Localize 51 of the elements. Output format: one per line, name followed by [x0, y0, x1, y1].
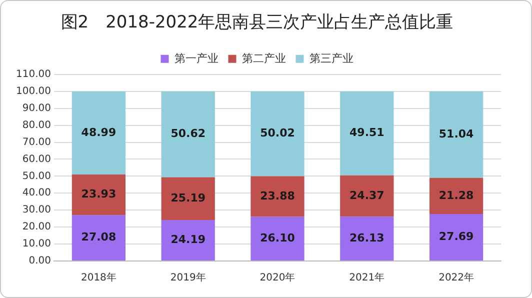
data-label: 21.28	[438, 188, 474, 202]
data-label: 51.04	[438, 127, 474, 140]
x-tick-label: 2022年	[438, 272, 474, 284]
data-label: 27.69	[438, 230, 474, 244]
x-tick-label: 2018年	[80, 272, 116, 284]
y-tick-label: 40.00	[22, 188, 51, 199]
y-tick-label: 20.00	[22, 222, 51, 233]
y-tick-label: 30.00	[22, 204, 51, 216]
y-tick-label: 60.00	[22, 154, 51, 165]
bar	[250, 176, 304, 217]
bar	[429, 214, 484, 260]
data-label: 26.10	[260, 231, 296, 244]
y-tick-label: 50.00	[22, 170, 51, 182]
chart-title: 图2 2018-2022年思南县三次产业占生产总值比重	[60, 12, 454, 33]
bar	[340, 175, 394, 217]
bar	[161, 177, 215, 220]
legend-label: 第一产业	[174, 52, 218, 65]
bar	[429, 91, 484, 178]
bar	[161, 220, 215, 260]
bar	[72, 215, 126, 260]
y-tick-label: 10.00	[22, 238, 51, 250]
data-label: 23.88	[260, 189, 295, 202]
x-tick-label: 2021年	[349, 272, 385, 284]
data-label: 27.08	[81, 230, 116, 244]
data-label: 25.19	[170, 191, 206, 204]
bar	[161, 91, 215, 178]
y-tick-label: 110.00	[16, 68, 51, 80]
y-tick-label: 70.00	[22, 136, 51, 148]
bar	[72, 174, 126, 216]
y-tick-label: 90.00	[22, 102, 51, 114]
x-tick-label: 2019年	[170, 272, 206, 284]
x-tick-label: 2020年	[260, 272, 296, 284]
legend-label: 第三产业	[309, 52, 354, 65]
data-label: 49.51	[350, 126, 384, 140]
data-label: 23.93	[81, 188, 116, 201]
bar	[72, 91, 126, 174]
data-label: 50.62	[170, 127, 206, 140]
data-label: 24.37	[350, 188, 384, 202]
bar	[340, 91, 394, 176]
data-label: 24.19	[170, 233, 206, 246]
bar	[250, 91, 304, 176]
legend-label: 第二产业	[242, 52, 286, 65]
data-label: 48.99	[81, 126, 116, 139]
data-label: 50.02	[260, 126, 295, 140]
y-tick-label: 80.00	[22, 120, 51, 131]
y-tick-label: 100.00	[16, 86, 51, 97]
data-label: 26.13	[350, 231, 384, 244]
bar	[429, 178, 484, 214]
bar	[340, 216, 394, 260]
bar	[250, 216, 304, 260]
y-tick-label: 0.00	[28, 256, 51, 267]
